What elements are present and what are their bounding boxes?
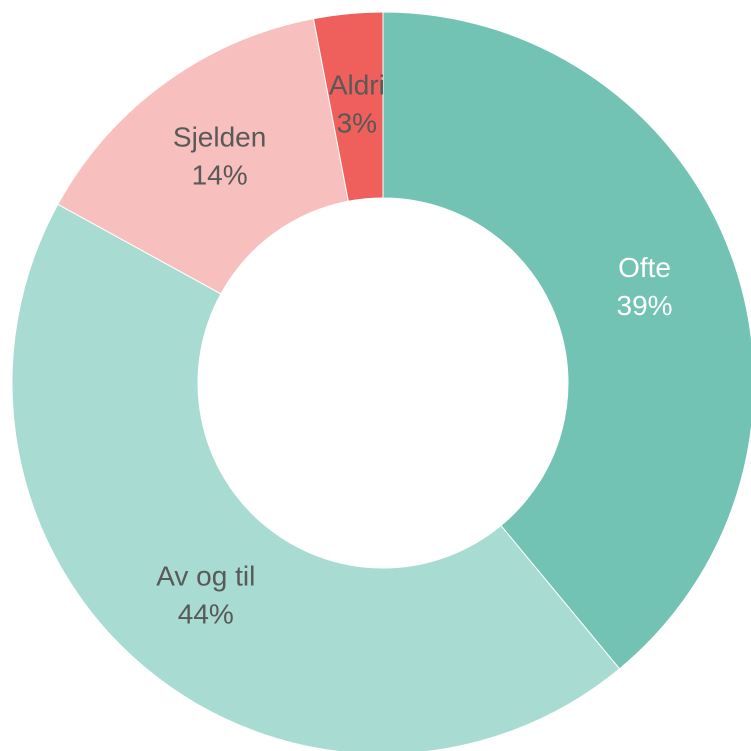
slice-label: Aldri <box>329 70 385 101</box>
slice-value-label: 3% <box>337 108 377 139</box>
donut-slice <box>57 17 349 295</box>
slice-value-label: 14% <box>192 159 248 190</box>
slice-label: Av og til <box>156 561 255 592</box>
slice-label: Sjelden <box>173 121 266 152</box>
slice-value-label: 39% <box>617 290 673 321</box>
slice-label: Ofte <box>618 252 671 283</box>
donut-slice <box>382 11 751 670</box>
slice-value-label: 44% <box>178 599 234 630</box>
donut-slice <box>312 11 384 202</box>
donut-slice <box>11 203 621 751</box>
